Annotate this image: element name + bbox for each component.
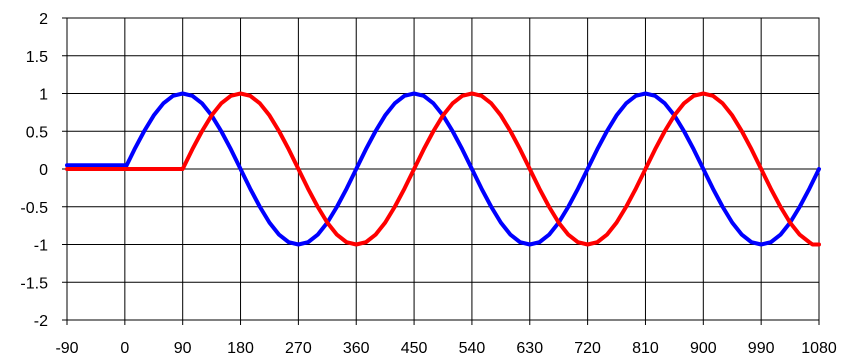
y-tick-label: 2 <box>39 11 48 28</box>
x-tick-label: -90 <box>55 340 78 357</box>
y-tick-label: -0.5 <box>20 200 48 217</box>
x-tick-label: 540 <box>459 340 486 357</box>
x-tick-label: 630 <box>516 340 543 357</box>
x-axis-tick-labels: -90 0 90 180 270 360 450 540 630 720 810 900 990 1080 <box>55 340 836 357</box>
y-tick-label: -1 <box>34 238 48 255</box>
x-tick-label: 900 <box>690 340 717 357</box>
x-tick-label: 1080 <box>801 340 837 357</box>
x-tick-label: 720 <box>574 340 601 357</box>
x-tick-label: 450 <box>401 340 428 357</box>
x-tick-label: 990 <box>748 340 775 357</box>
x-tick-label: 180 <box>227 340 254 357</box>
y-axis-tick-labels: 2 1.5 1 0.5 0 -0.5 -1 -1.5 -2 <box>20 11 48 330</box>
y-tick-label: 1 <box>39 87 48 104</box>
x-tick-label: 0 <box>120 340 129 357</box>
series-line-2 <box>65 91 821 247</box>
x-tick-label: 810 <box>632 340 659 357</box>
y-tick-label: 0.5 <box>26 124 48 141</box>
x-tick-label: 360 <box>343 340 370 357</box>
y-tick-label: -2 <box>34 313 48 330</box>
series-line-1 <box>65 91 821 247</box>
y-tick-label: 0 <box>39 162 48 179</box>
y-tick-label: 1.5 <box>26 49 48 66</box>
x-tick-label: 90 <box>174 340 192 357</box>
y-tick-label: -1.5 <box>20 275 48 292</box>
x-tick-label: 270 <box>285 340 312 357</box>
series-lines <box>65 91 821 247</box>
